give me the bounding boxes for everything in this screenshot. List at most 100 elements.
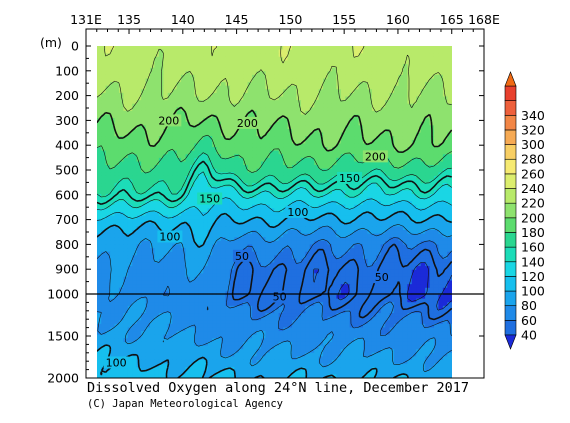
field-cell xyxy=(438,197,444,202)
field-cell xyxy=(238,168,244,173)
field-cell xyxy=(220,71,227,76)
field-cell xyxy=(291,165,298,170)
field-cell xyxy=(376,64,382,69)
field-cell xyxy=(145,179,151,184)
field-cell xyxy=(300,165,306,170)
field-cell xyxy=(114,175,120,181)
field-cell xyxy=(354,258,360,264)
field-cell xyxy=(278,183,284,188)
field-cell xyxy=(194,114,200,119)
field-cell xyxy=(198,60,204,65)
field-cell xyxy=(420,96,426,101)
field-cell xyxy=(283,92,289,98)
field-cell xyxy=(402,147,408,152)
field-cell xyxy=(309,85,315,90)
field-cell xyxy=(181,56,187,62)
field-cell xyxy=(220,74,227,80)
field-cell xyxy=(243,179,249,184)
field-cell xyxy=(300,219,306,224)
field-cell xyxy=(429,219,435,224)
field-cell xyxy=(389,74,395,80)
field-cell xyxy=(203,258,209,264)
field-cell xyxy=(238,89,244,94)
field-cell xyxy=(172,64,178,69)
field-cell xyxy=(154,215,160,220)
field-cell xyxy=(172,255,178,260)
field-cell xyxy=(269,129,275,134)
field-cell xyxy=(394,233,400,238)
field-cell xyxy=(167,103,173,108)
field-cell xyxy=(136,179,142,184)
field-cell xyxy=(203,89,209,94)
field-cell xyxy=(203,251,209,256)
field-cell xyxy=(118,150,124,155)
field-cell xyxy=(150,67,156,72)
field-cell xyxy=(340,49,346,54)
field-cell xyxy=(243,78,249,83)
field-cell xyxy=(433,157,440,163)
field-cell xyxy=(416,168,422,173)
field-cell xyxy=(269,201,275,206)
field-cell xyxy=(274,114,280,119)
field-cell xyxy=(407,74,413,80)
field-cell xyxy=(438,114,444,119)
field-cell xyxy=(300,197,306,202)
field-cell xyxy=(252,226,258,231)
field-cell xyxy=(181,49,187,54)
field-cell xyxy=(345,100,351,105)
field-cell xyxy=(331,201,337,206)
field-cell xyxy=(380,56,386,62)
field-cell xyxy=(158,175,164,181)
field-cell xyxy=(150,244,156,249)
field-cell xyxy=(167,219,173,224)
field-cell xyxy=(380,193,386,199)
field-cell xyxy=(234,114,240,119)
field-cell xyxy=(229,49,235,54)
field-cell xyxy=(252,157,258,163)
field-cell xyxy=(300,74,306,80)
field-cell xyxy=(385,201,391,206)
field-cell xyxy=(216,150,222,155)
field-cell xyxy=(238,136,244,141)
field-cell xyxy=(429,85,435,90)
field-cell xyxy=(314,240,320,246)
field-cell xyxy=(398,168,404,173)
field-cell xyxy=(367,248,373,253)
field-cell xyxy=(278,157,284,163)
field-cell xyxy=(340,103,346,108)
field-cell xyxy=(141,110,147,116)
field-cell xyxy=(243,244,249,249)
field-cell xyxy=(300,237,306,242)
field-cell xyxy=(114,244,120,249)
field-cell xyxy=(101,71,107,76)
field-cell xyxy=(185,204,191,209)
field-cell xyxy=(216,110,222,116)
field-cell xyxy=(154,244,160,249)
field-cell xyxy=(145,78,151,83)
field-cell xyxy=(256,154,262,159)
field-cell xyxy=(305,46,311,51)
field-cell xyxy=(185,266,191,271)
field-cell xyxy=(442,96,448,101)
field-cell xyxy=(362,233,369,238)
field-cell xyxy=(127,46,133,51)
field-cell xyxy=(385,168,391,173)
field-cell xyxy=(429,248,435,253)
field-cell xyxy=(447,237,452,242)
field-cell xyxy=(367,71,373,76)
field-cell xyxy=(394,107,400,112)
field-cell xyxy=(442,240,448,246)
field-cell xyxy=(318,71,324,76)
field-cell xyxy=(118,129,124,134)
field-cell xyxy=(438,168,444,173)
field-cell xyxy=(371,78,377,83)
field-cell xyxy=(243,139,249,145)
field-cell xyxy=(145,125,151,130)
field-cell xyxy=(318,230,324,235)
field-cell xyxy=(407,161,413,166)
field-cell xyxy=(225,233,231,238)
field-cell xyxy=(229,251,235,256)
field-cell xyxy=(376,193,382,199)
field-cell xyxy=(283,161,289,166)
field-cell xyxy=(394,110,400,116)
